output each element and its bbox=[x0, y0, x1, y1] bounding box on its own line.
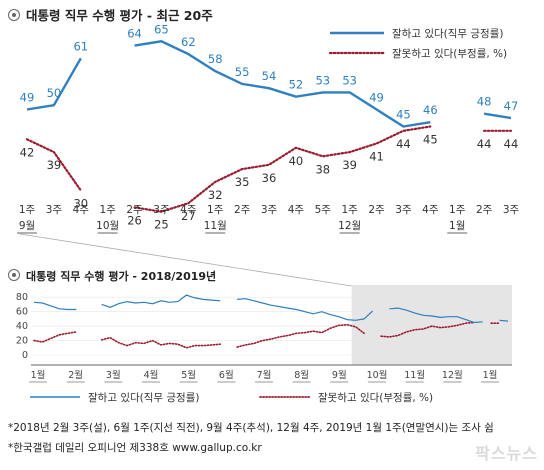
disapprove-value-label: 36 bbox=[262, 171, 277, 185]
approve-value-label: 50 bbox=[47, 86, 62, 100]
approve-value-label: 48 bbox=[477, 95, 492, 109]
x-tick-label-month: 1월 bbox=[449, 220, 465, 232]
x-tick-label-week: 3주 bbox=[46, 204, 63, 216]
x-tick-label-month: 11월 bbox=[404, 369, 425, 381]
disapprove-value-label: 44 bbox=[396, 137, 411, 151]
x-tick-label-week: 2주 bbox=[234, 204, 251, 216]
y-tick-label: 20 bbox=[16, 336, 28, 347]
x-tick-label-week: 3주 bbox=[503, 204, 520, 216]
approve-value-label: 61 bbox=[73, 39, 88, 53]
x-tick-label-month: 6월 bbox=[219, 369, 234, 381]
x-tick-label-week: 4주 bbox=[422, 204, 439, 216]
approve-value-label: 55 bbox=[235, 65, 250, 79]
chart-title-yearly-text: 대통령 직무 수행 평가 - 2018/2019년 bbox=[26, 270, 217, 283]
disapprove-value-label: 44 bbox=[504, 137, 519, 151]
x-tick-label-month: 11월 bbox=[204, 220, 227, 232]
y-tick-label: 80 bbox=[16, 292, 28, 303]
x-tick-label-month: 9월 bbox=[19, 220, 35, 232]
x-tick-label-month: 3월 bbox=[106, 369, 121, 381]
approve-series-line bbox=[26, 40, 512, 128]
x-tick-label-month: 8월 bbox=[294, 369, 309, 381]
approve-value-label: 58 bbox=[208, 52, 223, 66]
disapprove-value-label: 27 bbox=[181, 209, 196, 223]
disapprove-series-line-yearly bbox=[33, 321, 501, 349]
chart-title-recent: 대통령 직무 수행 평가 - 최근 20주 bbox=[8, 5, 213, 24]
x-tick-label-week: 2주 bbox=[476, 204, 493, 216]
x-tick-label-month: 4월 bbox=[144, 369, 159, 381]
disapprove-series-line bbox=[25, 125, 513, 213]
legend-disapprove-label: 잘못하고 있다(부정률, %) bbox=[392, 47, 507, 60]
x-tick-label-week: 3주 bbox=[153, 204, 170, 216]
x-tick-label-week: 3주 bbox=[261, 204, 278, 216]
x-tick-label-week: 4주 bbox=[73, 204, 90, 216]
x-tick-label-month: 5월 bbox=[181, 369, 196, 381]
watermark-logo: 팍스뉴스 bbox=[475, 444, 538, 463]
legend-approve-label-yearly: 잘하고 있다(직무 긍정률) bbox=[88, 391, 199, 404]
disapprove-value-label: 41 bbox=[369, 150, 384, 164]
disapprove-value-label: 39 bbox=[342, 158, 357, 172]
x-tick-label-week: 2주 bbox=[126, 204, 143, 216]
x-tick-label-month: 12월 bbox=[338, 220, 361, 232]
approve-value-label: 49 bbox=[20, 90, 35, 104]
bullet-icon bbox=[8, 9, 20, 21]
x-tick-label-week: 2주 bbox=[368, 204, 385, 216]
footnote-source: *한국갤럽 데일리 오피니언 제338호 www.gallup.co.kr bbox=[8, 442, 262, 454]
disapprove-value-label: 38 bbox=[315, 162, 330, 176]
x-tick-label-week: 3주 bbox=[395, 204, 412, 216]
approve-value-label: 49 bbox=[369, 90, 384, 104]
approve-value-label: 52 bbox=[289, 78, 304, 92]
disapprove-value-label: 40 bbox=[289, 154, 304, 168]
x-tick-label-month: 9월 bbox=[332, 369, 347, 381]
x-tick-label-week: 5주 bbox=[315, 204, 332, 216]
x-tick-label-month: 1월 bbox=[31, 369, 46, 381]
approve-value-label: 54 bbox=[262, 69, 277, 83]
disapprove-value-label: 44 bbox=[477, 137, 492, 151]
approve-series-line-yearly bbox=[33, 294, 509, 324]
approve-value-label: 46 bbox=[423, 103, 438, 117]
x-tick-label-week: 1주 bbox=[99, 204, 116, 216]
y-tick-label: 60 bbox=[16, 307, 28, 318]
approve-value-label: 53 bbox=[315, 73, 330, 87]
x-tick-label-month: 7월 bbox=[257, 369, 272, 381]
x-tick-label-week: 4주 bbox=[288, 204, 305, 216]
approve-value-label: 47 bbox=[504, 99, 519, 113]
approve-value-label: 53 bbox=[342, 73, 357, 87]
legend-disapprove-label-yearly: 잘못하고 있다(부정률, %) bbox=[318, 391, 433, 404]
disapprove-value-label: 45 bbox=[423, 133, 438, 147]
legend-approve-label: 잘하고 있다(직무 긍정률) bbox=[392, 27, 503, 40]
disapprove-value-label: 32 bbox=[208, 188, 223, 202]
x-tick-label-week: 4주 bbox=[180, 204, 197, 216]
y-tick-label: 40 bbox=[16, 321, 28, 332]
footnote-survey-gaps: *2018년 2월 3주(설), 6월 1주(지선 직전), 9월 4주(추석)… bbox=[8, 422, 494, 434]
disapprove-value-label: 42 bbox=[20, 145, 35, 159]
x-tick-label-week: 1주 bbox=[449, 204, 466, 216]
disapprove-value-label: 39 bbox=[47, 158, 62, 172]
y-tick-label: 0 bbox=[22, 350, 28, 361]
x-tick-label-week: 1주 bbox=[207, 204, 224, 216]
x-tick-label-month: 12월 bbox=[442, 369, 463, 381]
bullet-icon bbox=[8, 269, 20, 281]
x-tick-label-month: 10월 bbox=[367, 369, 388, 381]
zoom-connector-line bbox=[19, 233, 352, 287]
x-tick-label-week: 1주 bbox=[19, 204, 36, 216]
disapprove-value-label: 35 bbox=[235, 175, 250, 189]
approve-value-label: 65 bbox=[154, 22, 169, 36]
approve-value-label: 45 bbox=[396, 108, 411, 122]
x-tick-label-week: 1주 bbox=[341, 204, 358, 216]
recent-weeks-highlight bbox=[351, 285, 512, 365]
x-tick-label-month: 1월 bbox=[483, 369, 498, 381]
disapprove-value-label: 26 bbox=[127, 213, 142, 227]
x-tick-label-month: 10월 bbox=[96, 220, 119, 232]
x-tick-label-month: 2월 bbox=[68, 369, 83, 381]
approve-value-label: 62 bbox=[181, 35, 196, 49]
chart-title-yearly: 대통령 직무 수행 평가 - 2018/2019년 bbox=[8, 268, 216, 284]
disapprove-value-label: 30 bbox=[73, 196, 88, 210]
approve-value-label: 64 bbox=[127, 27, 142, 41]
chart-title-recent-text: 대통령 직무 수행 평가 - 최근 20주 bbox=[26, 8, 213, 23]
disapprove-value-label: 25 bbox=[154, 218, 169, 232]
